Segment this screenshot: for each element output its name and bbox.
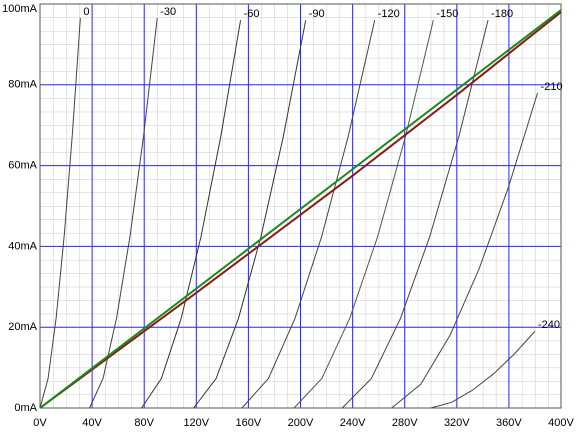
x-tick-label: 240V [340,417,366,429]
x-tick-label: 40V [82,417,102,429]
curve-label: -180 [491,8,513,20]
curve [293,20,434,409]
curve-label: -120 [378,8,400,20]
x-tick-label: 160V [236,417,262,429]
curve [39,9,562,409]
curve [341,20,489,409]
curve-label: -30 [160,6,176,18]
curve-label: -150 [436,8,458,20]
curve-label: -60 [244,8,260,20]
x-tick-label: 200V [288,417,314,429]
curve [39,11,562,409]
x-tick-label: 120V [183,417,209,429]
y-tick-label: 40mA [8,240,37,252]
x-tick-label: 400V [548,417,574,429]
curve [193,20,307,409]
curve [39,18,81,409]
curve [89,18,158,409]
curve [141,20,242,409]
curve-label: 0 [83,6,89,18]
x-tick-label: 80V [134,417,154,429]
curve [391,92,539,409]
y-tick-label: 60mA [8,160,37,172]
curve-label: -90 [309,8,325,20]
y-tick-label: 20mA [8,321,37,333]
x-tick-label: 320V [444,417,470,429]
y-tick-label: 80mA [8,79,37,91]
curve [430,330,536,409]
plot-frame [39,3,562,409]
x-tick-label: 280V [392,417,418,429]
curve [241,20,376,409]
x-tick-label: 360V [496,417,522,429]
curve-label: -210 [541,81,563,93]
x-tick-label: 0V [33,417,47,429]
curve-label: -240 [538,319,560,331]
y-tick-label: 100mA [2,3,38,15]
y-tick-label: 0mA [14,402,37,414]
